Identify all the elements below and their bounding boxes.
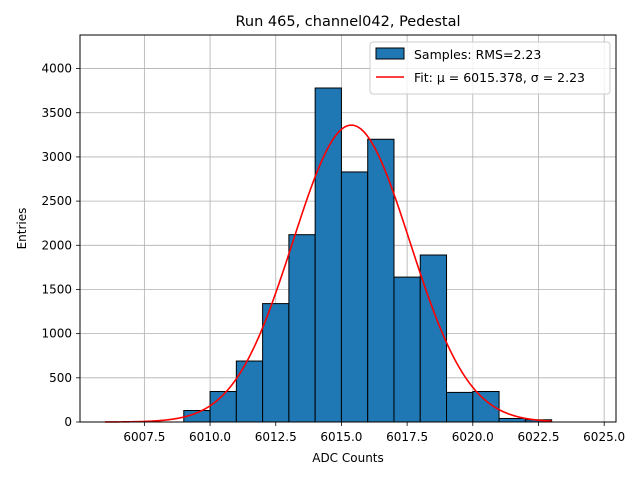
fit-curve xyxy=(104,124,552,423)
legend-box xyxy=(369,41,611,95)
histogram-bar xyxy=(419,254,448,423)
x-tick-label: 6010.0 xyxy=(189,430,231,444)
x-tick-label: 6017.5 xyxy=(386,430,428,444)
y-tick-label: 2000 xyxy=(41,238,72,252)
y-tick-label: 2500 xyxy=(41,194,72,208)
x-axis-ticks: 6007.5 6010.0 6012.5 6015.0 6017.5 6020.0 6022… xyxy=(123,422,625,444)
x-tick-label: 6012.5 xyxy=(255,430,297,444)
y-tick-label: 1500 xyxy=(41,282,72,296)
histogram-bar xyxy=(367,138,395,423)
y-tick-label: 3000 xyxy=(41,150,72,164)
histogram-bar xyxy=(472,391,500,423)
y-axis-label: Entries xyxy=(15,208,29,250)
histogram-bar xyxy=(340,171,369,423)
legend-histogram-label: Samples: RMS=2.23 xyxy=(414,47,541,62)
y-tick-label: 4000 xyxy=(41,62,72,76)
histogram-bar xyxy=(209,391,237,423)
x-tick-label: 6007.5 xyxy=(123,430,165,444)
histogram-bar xyxy=(288,234,316,423)
legend-fit-label: Fit: μ = 6015.378, σ = 2.23 xyxy=(414,70,585,85)
y-tick-label: 0 xyxy=(64,415,72,429)
x-axis-label: ADC Counts xyxy=(312,451,384,465)
x-tick-label: 6022.5 xyxy=(517,430,559,444)
histogram-bar xyxy=(393,276,421,423)
y-tick-label: 3500 xyxy=(41,106,72,120)
histogram-bar xyxy=(498,417,526,423)
histogram-bar xyxy=(262,303,290,423)
y-tick-label: 500 xyxy=(49,371,72,385)
x-tick-label: 6015.0 xyxy=(320,430,362,444)
plot-frame xyxy=(79,34,617,423)
y-axis-ticks: 0 500 1000 1500 2000 2500 3000 3500 4000 xyxy=(41,62,80,429)
x-tick-label: 6025.0 xyxy=(583,430,625,444)
x-tick-label: 6020.0 xyxy=(452,430,494,444)
chart-title: Run 465, channel042, Pedestal xyxy=(235,14,460,30)
histogram-bar xyxy=(314,87,342,423)
legend-histogram-patch xyxy=(375,47,405,60)
histogram-bar xyxy=(446,391,474,423)
y-tick-label: 1000 xyxy=(41,327,72,341)
histogram-bar xyxy=(235,360,264,423)
legend: Samples: RMS=2.23 Fit: μ = 6015.378, σ =… xyxy=(369,41,611,95)
